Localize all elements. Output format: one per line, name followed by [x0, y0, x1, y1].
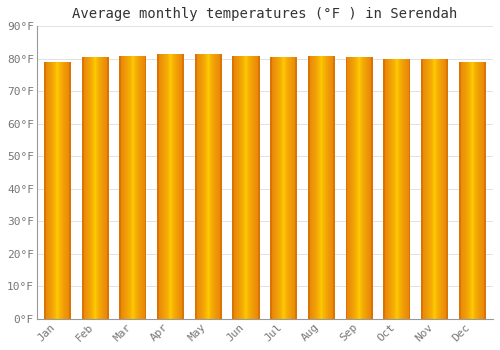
Bar	[120, 56, 121, 319]
Bar	[308, 56, 310, 319]
Bar	[157, 54, 159, 319]
Title: Average monthly temperatures (°F ) in Serendah: Average monthly temperatures (°F ) in Se…	[72, 7, 458, 21]
Bar	[346, 57, 348, 319]
Bar	[69, 62, 71, 319]
Bar	[384, 59, 385, 319]
Bar	[258, 56, 260, 319]
Bar	[408, 59, 410, 319]
Bar	[182, 54, 184, 319]
Bar	[484, 62, 486, 319]
Bar	[270, 57, 272, 319]
Bar	[232, 56, 234, 319]
Bar	[458, 62, 460, 319]
Bar	[296, 57, 298, 319]
Bar	[220, 54, 222, 319]
Bar	[371, 57, 372, 319]
Bar	[194, 54, 196, 319]
Bar	[421, 59, 423, 319]
Bar	[107, 57, 109, 319]
Bar	[82, 57, 84, 319]
Bar	[333, 56, 335, 319]
Bar	[144, 56, 146, 319]
Bar	[446, 59, 448, 319]
Bar	[44, 62, 46, 319]
